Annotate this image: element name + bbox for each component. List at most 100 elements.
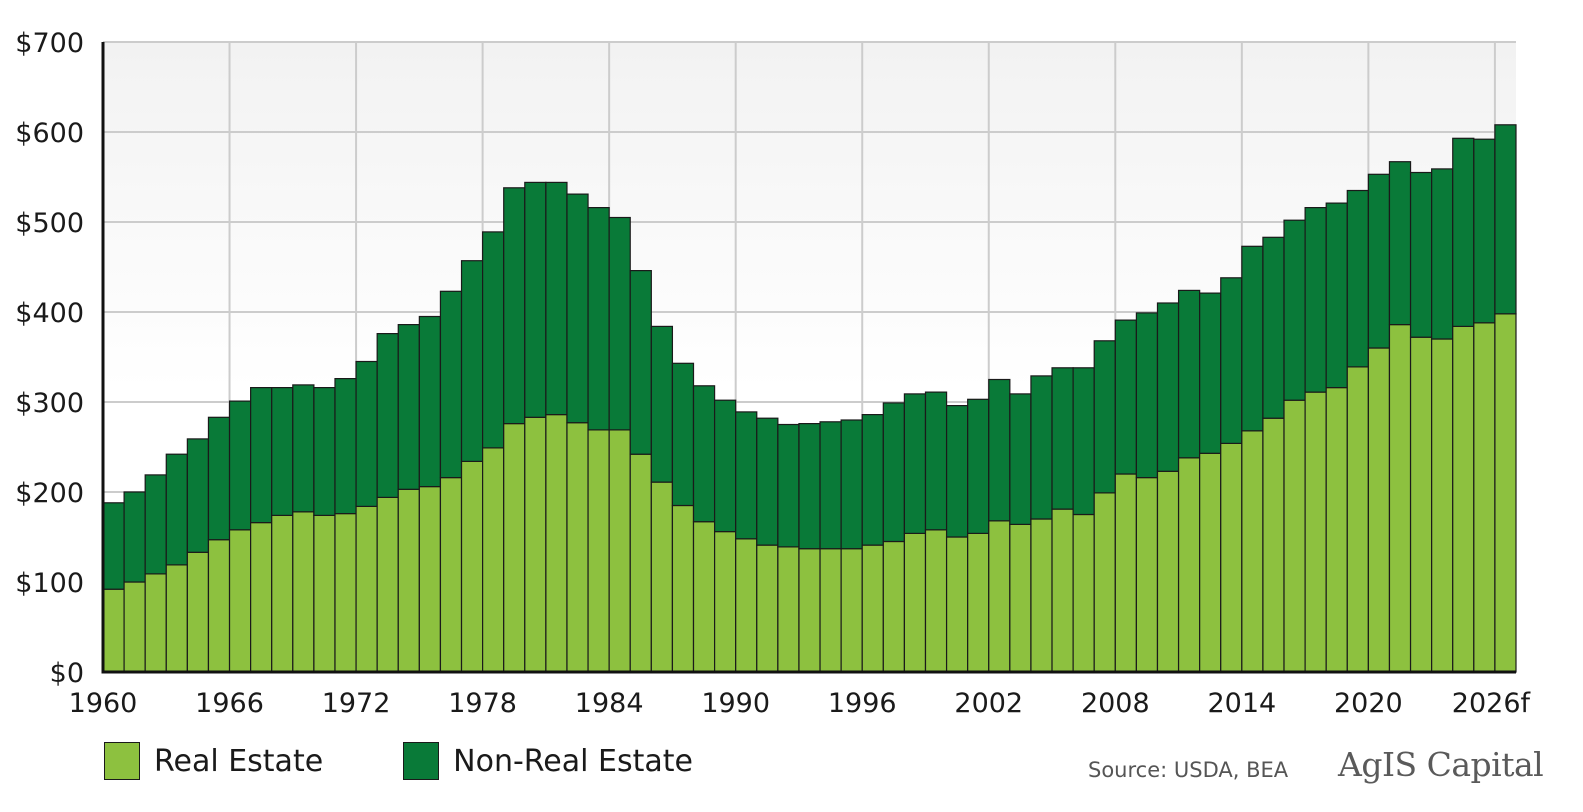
bar-non-real-estate-1988 (692, 385, 716, 523)
bar-non-real-estate-1961 (123, 491, 146, 583)
bar-real-estate-1993 (798, 548, 821, 673)
bar-real-estate-2007 (1093, 492, 1116, 673)
bar-non-real-estate-1996 (861, 414, 884, 546)
bar-real-estate-2000 (945, 536, 969, 673)
bar-real-estate-2012 (1199, 452, 1222, 673)
bar-non-real-estate-1962 (144, 474, 167, 575)
bar-real-estate-1999 (924, 529, 948, 673)
bar-real-estate-2023 (1431, 338, 1454, 673)
bar-real-estate-1990 (735, 538, 758, 673)
x-axis-tick-labels: 1960 1966 1972 1978 1984 1990 1996 2002 2008 2014… (69, 688, 1532, 719)
x-tick-label: 2008 (1081, 688, 1150, 719)
bar-real-estate-1997 (882, 540, 906, 673)
bar-non-real-estate-2013 (1220, 277, 1243, 444)
bar-real-estate-1967 (250, 521, 273, 673)
bar-non-real-estate-2025 (1473, 138, 1496, 324)
bar-non-real-estate-1970 (313, 387, 336, 517)
bar-non-real-estate-1991 (756, 417, 779, 546)
bar-non-real-estate-1972 (355, 360, 378, 507)
bar-real-estate-2006 (1072, 513, 1095, 673)
bar-non-real-estate-1974 (397, 324, 420, 490)
bar-real-estate-1968 (271, 514, 294, 673)
y-axis-tick-labels: $0 $100 $200 $300 $400 $500 $600 $700 (15, 28, 84, 689)
bar-real-estate-2010 (1156, 470, 1180, 673)
bar-real-estate-2025 (1473, 322, 1496, 673)
bar-non-real-estate-2000 (945, 405, 969, 538)
bar-real-estate-1989 (713, 530, 737, 673)
bar-non-real-estate-1995 (840, 419, 863, 550)
legend-label-real-estate: Real Estate (154, 743, 324, 779)
bar-real-estate-1996 (861, 544, 884, 673)
bar-real-estate-2009 (1135, 477, 1159, 673)
bar-real-estate-2021 (1388, 324, 1412, 673)
x-tick-label: 1990 (701, 688, 770, 719)
bar-real-estate-1994 (819, 548, 842, 673)
bar-real-estate-1972 (355, 505, 378, 673)
legend-swatch-real-estate (104, 742, 140, 780)
bar-real-estate-2024 (1452, 325, 1475, 673)
bar-non-real-estate-1981 (545, 181, 568, 416)
bar-real-estate-2014 (1241, 430, 1264, 673)
bar-real-estate-2026f (1494, 313, 1517, 673)
bar-non-real-estate-2003 (1009, 393, 1032, 525)
bar-real-estate-1970 (313, 514, 336, 673)
bar-real-estate-1977 (460, 460, 484, 673)
bar-non-real-estate-2014 (1241, 245, 1264, 432)
bar-non-real-estate-2004 (1030, 375, 1053, 520)
y-tick-label: $600 (15, 118, 84, 149)
bar-real-estate-2019 (1346, 366, 1369, 673)
bar-real-estate-1988 (692, 521, 716, 673)
bar-non-real-estate-1986 (650, 325, 674, 483)
bar-real-estate-1971 (334, 512, 357, 673)
bar-real-estate-1983 (587, 429, 610, 673)
bar-non-real-estate-2012 (1199, 292, 1222, 454)
bar-real-estate-1962 (144, 573, 167, 673)
bar-real-estate-1974 (397, 488, 420, 673)
bar-non-real-estate-1982 (566, 193, 589, 424)
bar-real-estate-1998 (903, 532, 927, 673)
bar-real-estate-1982 (566, 422, 589, 673)
bar-real-estate-2002 (988, 520, 1011, 673)
bar-real-estate-1987 (671, 504, 695, 673)
bar-non-real-estate-1990 (735, 411, 758, 540)
bar-non-real-estate-1979 (503, 187, 526, 425)
y-tick-label: $200 (15, 478, 84, 509)
bar-non-real-estate-2010 (1156, 302, 1180, 472)
bar-non-real-estate-1978 (482, 231, 505, 449)
bar-real-estate-1969 (292, 511, 315, 673)
bar-real-estate-1984 (608, 429, 631, 673)
legend-item-non-real-estate: Non-Real Estate (403, 742, 693, 780)
bar-real-estate-2001 (967, 532, 990, 673)
y-tick-label: $700 (15, 28, 84, 59)
bar-non-real-estate-1965 (207, 416, 231, 541)
y-tick-label: $500 (15, 208, 84, 239)
bar-non-real-estate-2022 (1409, 171, 1433, 338)
bar-real-estate-2015 (1262, 417, 1285, 673)
bar-real-estate-2011 (1177, 457, 1201, 673)
bar-non-real-estate-1977 (460, 260, 484, 463)
bar-real-estate-2008 (1114, 473, 1137, 673)
x-tick-label: 1960 (69, 688, 138, 719)
bar-non-real-estate-2018 (1325, 202, 1348, 389)
bar-real-estate-2017 (1304, 391, 1327, 673)
bar-non-real-estate-2011 (1177, 289, 1201, 459)
bar-non-real-estate-1976 (439, 290, 463, 479)
bar-non-real-estate-1992 (777, 423, 800, 548)
stacked-bar-chart: $0$100$200$300$400$500$600$700 1960 1966 1… (15, 28, 1532, 719)
bar-real-estate-1964 (186, 551, 210, 673)
x-tick-label: 2002 (954, 688, 1023, 719)
y-tick-label: $100 (15, 568, 84, 599)
legend-item-real-estate: Real Estate (104, 742, 323, 780)
x-tick-label: 1978 (448, 688, 517, 719)
bar-real-estate-1985 (629, 453, 652, 673)
y-tick-label: $300 (15, 388, 84, 419)
bar-non-real-estate-2021 (1388, 161, 1412, 326)
bar-non-real-estate-1966 (228, 400, 252, 531)
bar-non-real-estate-2007 (1093, 340, 1116, 494)
bar-real-estate-1992 (777, 546, 800, 673)
x-tick-label: 1972 (322, 688, 391, 719)
bar-non-real-estate-1984 (608, 216, 631, 431)
bar-non-real-estate-2020 (1367, 173, 1391, 349)
x-tick-label: 1984 (575, 688, 644, 719)
axes (101, 42, 1516, 674)
